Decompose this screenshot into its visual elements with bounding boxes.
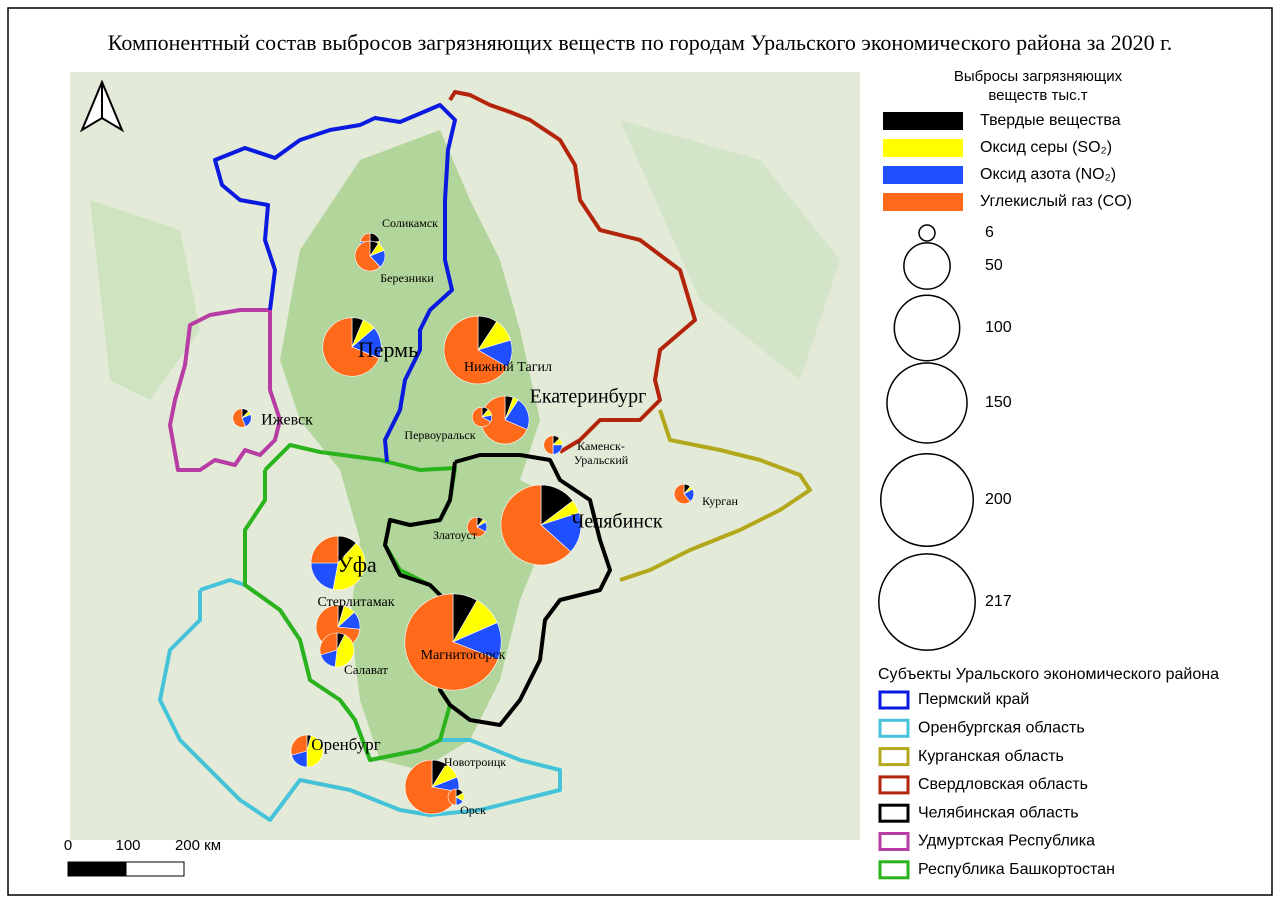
pie-wedge — [306, 735, 324, 768]
legend-swatch — [883, 139, 963, 157]
pie-wedge — [466, 516, 486, 538]
scale-label: 100 — [115, 837, 140, 854]
city-label: Новотроицк — [444, 755, 506, 769]
legend-label: Твердые вещества — [980, 112, 1121, 129]
legend-swatch — [883, 112, 963, 130]
city-label: Курган — [702, 494, 738, 508]
city-label: Екатеринбург — [530, 386, 647, 408]
pie-wedge — [290, 734, 308, 756]
pie-wedge — [310, 535, 339, 564]
legend-label: Оксид серы (SO₂) — [980, 139, 1112, 156]
legend-label: Пермский край — [918, 691, 1029, 708]
size-legend-label: 217 — [985, 593, 1012, 610]
legend-region-swatch — [878, 803, 910, 823]
regions — [158, 90, 812, 822]
map-title: Компонентный состав выбросов загрязняющи… — [108, 30, 1172, 55]
region-border — [383, 453, 612, 727]
legend-label: Челябинская область — [918, 804, 1079, 821]
forest-area — [280, 130, 560, 770]
region-border — [448, 90, 697, 454]
city-label: Магнитогорск — [421, 648, 506, 663]
north-arrow — [79, 79, 125, 133]
legend-title: веществ тыс.т — [988, 87, 1087, 104]
basemap — [70, 72, 860, 840]
pie-wedge — [232, 408, 246, 428]
scale-bar: 0 100 200 км — [64, 837, 221, 877]
city-label: Уральский — [574, 453, 629, 467]
pie-wedge — [319, 632, 338, 656]
regions-legend-title: Субъекты Уральского экономического район… — [878, 666, 1219, 683]
legend-region-swatch — [878, 690, 910, 710]
scale-segment — [67, 861, 127, 877]
legend-region-swatch — [878, 775, 910, 795]
scale-label: 200 км — [175, 837, 221, 854]
size-legend-circle — [878, 553, 976, 651]
size-legend-circle — [903, 242, 951, 290]
legend-region-swatch — [878, 718, 910, 738]
size-legend-circle — [893, 294, 961, 362]
legend-swatch — [883, 166, 963, 184]
city-label: Салават — [344, 662, 388, 677]
legend-region-swatch — [878, 747, 910, 767]
legend-label: Свердловская область — [918, 776, 1088, 793]
city-label: Уфа — [337, 552, 377, 577]
city-label: Оренбург — [311, 735, 380, 754]
pie-wedge — [543, 435, 554, 455]
city-label: Стерлитамак — [317, 595, 394, 610]
legend-swatch — [883, 193, 963, 211]
city-label: Челябинск — [571, 511, 663, 533]
pie-wedge — [404, 759, 459, 815]
pie-wedge — [673, 483, 691, 505]
size-legend-label: 50 — [985, 257, 1003, 274]
legend-label: Оксид азота (NO₂) — [980, 166, 1116, 183]
forest-area — [620, 120, 840, 380]
pie-wedge — [500, 484, 572, 566]
legend-label: Углекислый газ (CO) — [980, 193, 1132, 210]
city-label: Златоуст — [433, 528, 478, 542]
city-label: Первоуральск — [404, 428, 475, 442]
pie-wedge — [471, 406, 491, 428]
legend-label: Удмуртская Республика — [918, 833, 1095, 850]
legend-label: Оренбургская область — [918, 720, 1085, 737]
city-label: Пермь — [358, 337, 418, 362]
pie-wedge — [322, 317, 380, 377]
city-label: Орск — [460, 803, 486, 817]
region-border — [213, 103, 457, 463]
pie-wedge — [359, 232, 371, 244]
pie-wedge — [447, 788, 457, 806]
size-legend-label: 6 — [985, 224, 994, 241]
region-border — [619, 409, 812, 582]
scale-label: 0 — [64, 837, 72, 854]
pie-wedge — [480, 395, 528, 445]
city-label: Ижевск — [261, 412, 313, 429]
pie-wedge — [354, 240, 381, 272]
forest-area — [90, 200, 200, 400]
size-legend-circle — [918, 224, 936, 242]
pie-wedge — [404, 593, 499, 691]
size-legend-label: 100 — [985, 319, 1012, 336]
city-label: Соликамск — [382, 216, 438, 230]
legend-label: Курганская область — [918, 748, 1064, 765]
city-label: Каменск- — [577, 439, 625, 453]
pie-wedge — [334, 634, 355, 668]
pie-wedge — [310, 562, 339, 590]
size-legend-circle — [880, 453, 974, 547]
size-legend-label: 150 — [985, 394, 1012, 411]
scale-segment — [125, 861, 185, 877]
size-legend-circle — [886, 362, 968, 444]
region-border — [168, 308, 282, 472]
city-label: Нижний Тагил — [464, 360, 552, 375]
legend-title: Выбросы загрязняющих — [954, 68, 1123, 85]
pie-wedge — [332, 542, 366, 591]
pie-wedge — [504, 399, 530, 430]
legend-label: Республика Башкортостан — [918, 861, 1115, 878]
city-label: Березники — [380, 271, 434, 285]
pie-wedge — [443, 315, 508, 385]
size-legend-label: 200 — [985, 491, 1012, 508]
legend-region-swatch — [878, 860, 910, 880]
legend-region-swatch — [878, 832, 910, 851]
